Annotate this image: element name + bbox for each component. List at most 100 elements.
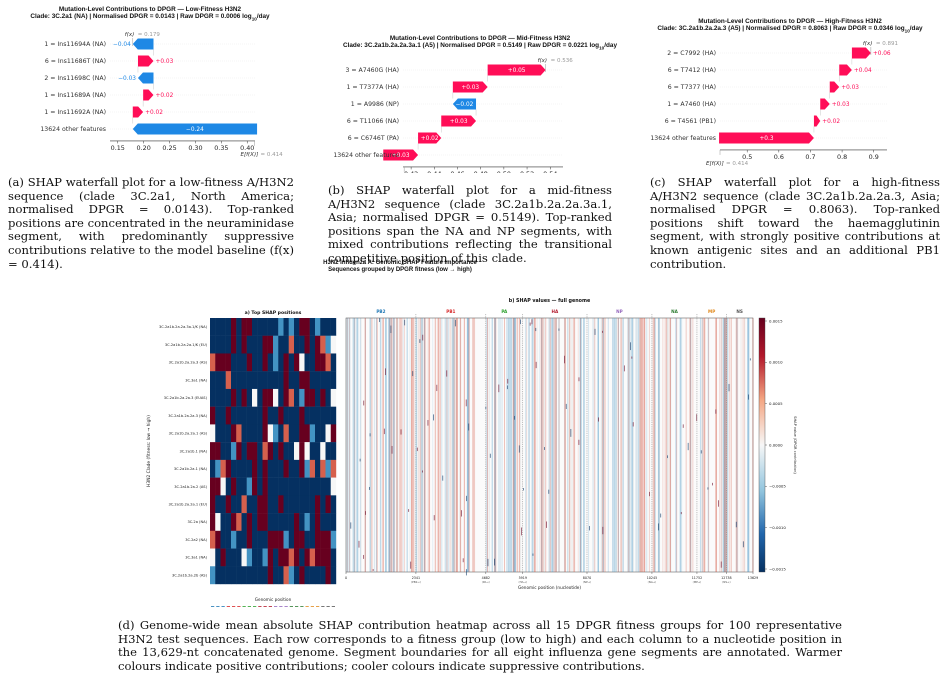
genome-fleck	[570, 428, 572, 437]
heatmap-cell	[215, 566, 221, 585]
genome-column	[571, 318, 573, 572]
genome-column	[593, 318, 596, 572]
genome-fleck	[632, 422, 634, 427]
genome-column	[620, 318, 622, 572]
genome-column	[452, 318, 455, 572]
genome-column	[637, 318, 640, 572]
heatmap-cell	[267, 388, 274, 407]
genome-column	[459, 318, 462, 572]
heatmap-cell	[315, 353, 321, 372]
heatmap-cell	[262, 548, 268, 567]
heatmap-cell	[225, 388, 232, 407]
heatmap-cell	[294, 318, 300, 336]
heatmap-cell	[288, 424, 295, 443]
segment-mark	[279, 606, 283, 607]
genome-fleck	[578, 439, 580, 445]
genome-column	[456, 318, 458, 572]
heatmap-cell	[220, 353, 226, 372]
genome-column	[602, 318, 604, 572]
genome-column	[643, 318, 645, 572]
heatmap-cell	[278, 548, 284, 567]
genome-column	[725, 318, 727, 572]
right-xlabel: Genomic position (nucleotide)	[518, 585, 581, 590]
heatmap-cell	[252, 424, 258, 443]
genome-column	[583, 318, 585, 572]
genome-column	[399, 318, 401, 572]
heatmap-cell	[225, 424, 232, 443]
genome-fleck	[667, 455, 668, 459]
heatmap-cell	[231, 335, 237, 354]
genome-fleck	[535, 327, 537, 332]
caption-c: (c) SHAP waterfall plot for a high-fitne…	[650, 175, 940, 271]
waterfall-label: 2 = C7992 (HA)	[667, 50, 716, 57]
heatmap-cell	[267, 353, 274, 372]
heatmap-cell	[309, 566, 316, 585]
heatmap-cell	[325, 424, 331, 443]
heatmap-cell	[246, 459, 253, 478]
genome-column	[612, 318, 614, 572]
heatmap-cell	[294, 513, 300, 531]
heatmap-cell	[215, 406, 221, 425]
heatmap-cell	[215, 495, 221, 514]
heatmap-cell	[241, 388, 247, 407]
genome-column	[644, 318, 646, 572]
caption-a: (a) SHAP waterfall plot for a low-fitnes…	[8, 175, 294, 271]
genome-column	[531, 318, 534, 572]
genome-column	[691, 318, 694, 572]
segment-mark	[247, 606, 251, 607]
heatmap-cell	[262, 318, 268, 336]
genome-column	[376, 318, 378, 572]
heatmap-cell	[320, 335, 326, 354]
heatmap-cell	[320, 513, 326, 531]
heatmap-cell	[231, 530, 237, 549]
genome-column	[466, 318, 469, 572]
genome-column	[411, 318, 413, 572]
genome-tick-seg: (NP→)	[583, 580, 591, 584]
genome-column	[352, 318, 355, 572]
waterfall-bar	[132, 123, 258, 135]
genome-column	[364, 318, 366, 572]
genome-column	[512, 318, 515, 572]
heatmap-cell	[294, 459, 300, 478]
heatmap-cell	[252, 459, 258, 478]
genome-column	[580, 318, 581, 572]
heatmap-cell	[294, 530, 300, 549]
genome-column	[653, 318, 655, 572]
genome-column	[357, 318, 359, 572]
heatmap-cell	[231, 353, 237, 372]
ex-value: = 0.414	[726, 161, 749, 166]
genome-fleck	[363, 554, 365, 559]
heatmap-cell	[262, 442, 268, 461]
waterfall-bar	[487, 64, 546, 76]
genome-column	[533, 318, 535, 572]
genome-fleck	[602, 330, 603, 333]
heatmap-cell	[288, 566, 295, 585]
genome-fleck	[720, 561, 722, 568]
clade-label: 3C.2a1b.2a.2 (AS)	[174, 485, 207, 489]
genome-column	[360, 318, 362, 572]
genome-fleck	[513, 415, 515, 420]
heatmap-cell	[283, 459, 289, 478]
fx-value: = 0.536	[551, 58, 574, 64]
genome-column	[641, 318, 643, 572]
genome-fleck	[454, 319, 456, 327]
heatmap-cell	[299, 495, 305, 514]
genome-column	[639, 318, 641, 572]
genome-column	[396, 318, 399, 572]
genome-column	[454, 318, 456, 572]
heatmap-cell	[231, 442, 237, 461]
genome-column	[514, 318, 516, 572]
genome-column	[747, 318, 749, 572]
heatmap-cell	[330, 424, 337, 443]
waterfall-bar	[452, 98, 477, 110]
ex-label: E[f(X)]	[706, 161, 724, 166]
genome-column	[669, 318, 671, 572]
genome-column	[597, 318, 599, 572]
heatmap-cell	[246, 424, 253, 443]
clade-label: 3C.2a1b.2a.2a.1 (EU)	[168, 503, 207, 507]
heatmap-cell	[325, 459, 331, 478]
genome-tick-label: 5919	[519, 576, 527, 580]
heatmap-cell	[220, 530, 226, 549]
heatmap-cell	[225, 371, 232, 390]
segment-mark	[300, 606, 304, 607]
